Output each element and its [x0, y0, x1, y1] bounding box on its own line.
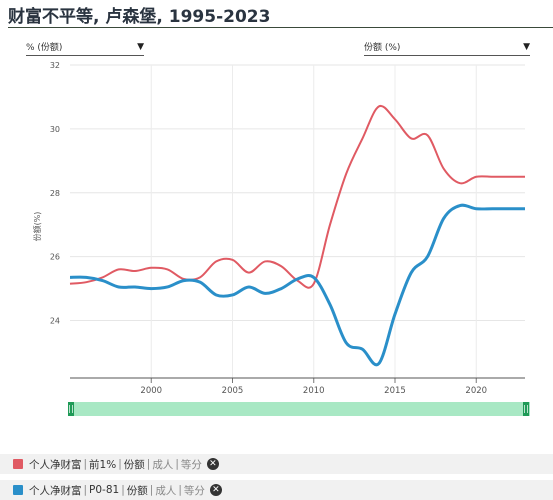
line-chart: 24 26 28 30 32 2000 2005 2010 2015 2020 份额(%)	[32, 61, 525, 396]
range-end-handle[interactable]: ||	[523, 402, 529, 416]
remove-series-icon[interactable]: ✕	[206, 458, 219, 470]
x-tick-label: 2005	[222, 386, 244, 396]
legend-part: 等分	[180, 458, 202, 471]
legend-part: P0-81	[89, 484, 120, 496]
series-line-top1	[69, 104, 525, 289]
chevron-down-icon: ▼	[137, 41, 144, 52]
legend-part: 份额	[123, 458, 145, 471]
title-divider	[8, 27, 553, 28]
measure-dropdown-value: 份额 (%)	[364, 43, 401, 53]
series-line-p0-81	[69, 203, 525, 367]
legend-series-name: 个人净财富	[29, 458, 82, 471]
unit-dropdown[interactable]: % (份额) ▼	[26, 40, 144, 56]
x-tick-label: 2010	[303, 386, 325, 396]
remove-series-icon[interactable]: ✕	[209, 484, 222, 496]
chevron-down-icon: ▼	[523, 41, 530, 52]
time-range-slider[interactable]	[68, 402, 530, 416]
legend-part: 等分	[183, 484, 205, 497]
series-swatch	[13, 485, 23, 495]
legend-item: 个人净财富 | 前1% | 份额 | 成人 | 等分 ✕	[0, 454, 553, 474]
legend-part: 份额	[126, 484, 148, 497]
y-tick-label: 24	[50, 317, 60, 326]
x-tick-label: 2020	[465, 386, 487, 396]
legend-item: 个人净财富 | P0-81 | 份额 | 成人 | 等分 ✕	[0, 480, 553, 500]
y-tick-label: 28	[50, 189, 60, 198]
y-tick-label: 32	[50, 61, 60, 70]
range-start-handle[interactable]: ||	[68, 402, 74, 416]
x-tick-label: 2015	[384, 386, 406, 396]
page-title: 财富不平等, 卢森堡, 1995-2023	[8, 7, 271, 27]
unit-dropdown-value: % (份额)	[26, 43, 63, 53]
measure-dropdown[interactable]: 份额 (%) ▼	[364, 40, 530, 56]
x-tick-label: 2000	[140, 386, 162, 396]
y-tick-label: 30	[50, 125, 60, 134]
y-axis-label: 份额(%)	[32, 212, 42, 242]
legend-part: 前1%	[89, 458, 117, 471]
legend-series-name: 个人净财富	[29, 484, 82, 497]
y-tick-label: 26	[50, 253, 60, 262]
legend-part: 成人	[152, 458, 174, 471]
legend-part: 成人	[155, 484, 177, 497]
series-swatch	[13, 459, 23, 469]
